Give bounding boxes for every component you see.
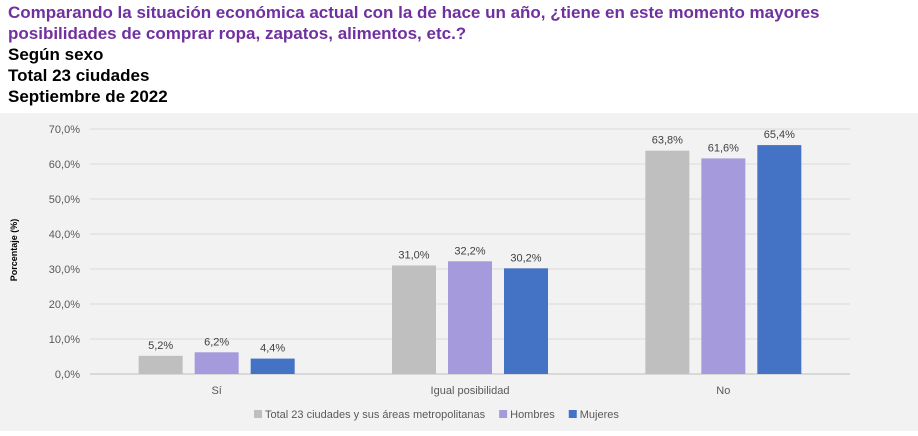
data-label: 6,2% (204, 336, 229, 348)
subtitle-scope: Total 23 ciudades (8, 66, 150, 85)
x-tick-label: Sí (211, 385, 221, 397)
y-axis-title: Porcentaje (%) (9, 219, 19, 282)
y-tick-label: 60,0% (49, 159, 80, 171)
bar (645, 150, 690, 374)
legend-label: Total 23 ciudades y sus áreas metropolit… (265, 409, 486, 421)
legend-label: Hombres (510, 409, 555, 421)
y-tick-label: 10,0% (49, 334, 80, 346)
bar (757, 145, 802, 374)
bar (701, 158, 746, 374)
data-label: 63,8% (652, 135, 683, 147)
bar (138, 355, 183, 374)
data-label: 4,4% (260, 343, 285, 355)
y-tick-label: 30,0% (49, 264, 80, 276)
bars: 5,2% 6,2% 4,4% 31,0% 32,2% 30,2% 63,8% 61,6% 65,… (138, 129, 802, 374)
legend-swatch (499, 410, 508, 418)
bar (392, 265, 436, 374)
legend-label: Mujeres (580, 409, 620, 421)
data-label: 65,4% (764, 129, 795, 141)
y-tick-label: 40,0% (49, 229, 80, 241)
bar (504, 268, 548, 374)
bar (194, 352, 239, 374)
data-label: 32,2% (454, 245, 485, 257)
legend-swatch (568, 410, 577, 418)
data-label: 31,0% (398, 250, 429, 262)
bar (448, 261, 492, 374)
x-axis: Sí Igual posibilidad No (211, 385, 730, 397)
data-label: 5,2% (148, 340, 173, 352)
y-tick-label: 70,0% (49, 124, 80, 136)
y-axis: 0,0% 10,0% 20,0% 30,0% 40,0% 50,0% 60,0% 70,0% (49, 124, 80, 381)
chart-title: Comparando la situación económica actual… (8, 3, 820, 43)
chart-header: Comparando la situación económica actual… (8, 0, 913, 107)
legend-swatch (254, 410, 262, 418)
bar (250, 358, 295, 374)
x-tick-label: Igual posibilidad (431, 385, 510, 397)
y-tick-label: 20,0% (49, 299, 80, 311)
y-tick-label: 50,0% (49, 194, 80, 206)
subtitle-date: Septiembre de 2022 (8, 87, 168, 106)
x-tick-label: No (716, 385, 730, 397)
data-label: 61,6% (708, 142, 739, 154)
subtitle-group: Según sexo (8, 45, 104, 64)
y-tick-label: 0,0% (55, 369, 80, 381)
bar-chart: 0,0%10,0%20,0%30,0%40,0%50,0%60,0%70,0% … (9, 124, 850, 421)
chart-panel: 0,0% 10,0% 20,0% 30,0% 40,0% 50,0% 60,0% 70,0% … (0, 113, 918, 431)
legend: Total 23 ciudades y sus áreas metropolit… (254, 409, 619, 421)
data-label: 30,2% (510, 252, 541, 264)
